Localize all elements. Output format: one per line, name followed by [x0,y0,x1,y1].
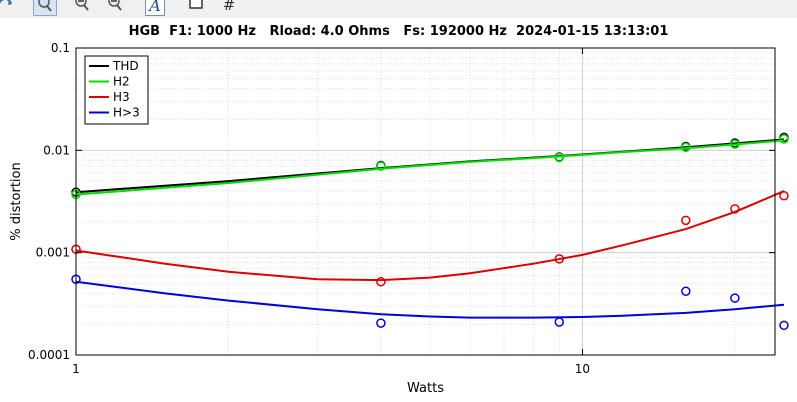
square-icon[interactable] [184,0,208,16]
data-point [376,318,386,328]
legend-label: H3 [113,90,130,104]
legend-label: H>3 [113,106,140,120]
y-tick-label: 0.0001 [28,348,70,362]
text-tool-icon[interactable]: A [143,0,167,16]
data-point [554,254,565,264]
data-point [376,276,386,287]
data-point [376,161,386,171]
series-line [75,139,785,196]
data-point [730,204,740,214]
x-tick-label: 10 [575,362,590,376]
data-point [779,134,789,144]
y-tick-label: 0.1 [51,41,70,55]
x-axis-label: Watts [407,381,444,396]
zoom-out-icon[interactable] [103,0,127,16]
series-2 [71,190,789,287]
series-line [75,190,785,282]
legend-label: THD [112,59,139,73]
x-tick-label: 1 [72,362,80,376]
data-point [779,320,789,331]
data-point [554,152,565,163]
ticks: 1 10 0.1 0.01 0.001 0.0001 [28,41,775,376]
zoom-tool-icon[interactable] [33,0,57,16]
legend-label: H2 [113,75,130,89]
data-point [730,139,740,149]
data-point [681,286,691,296]
data-point [681,215,691,226]
data-point [730,293,740,303]
figure-toolbar: A # [0,0,797,18]
chart-title: HGB F1: 1000 Hz Rload: 4.0 Ohms Fs: 1920… [128,24,669,39]
y-tick-label: 0.001 [36,246,70,260]
zoom-in-icon[interactable] [70,0,94,16]
grid-icon[interactable]: # [222,0,236,14]
data-point [554,317,565,327]
data-point [779,190,789,201]
data-point [681,142,691,153]
y-tick-label: 0.01 [43,143,70,157]
series-line [75,280,785,319]
plot-area [76,48,775,355]
grid [75,47,775,356]
y-axis-label: % distortion [9,162,24,240]
axes-frame [75,47,776,356]
rotate-icon[interactable] [0,0,18,16]
series-3 [71,274,789,331]
